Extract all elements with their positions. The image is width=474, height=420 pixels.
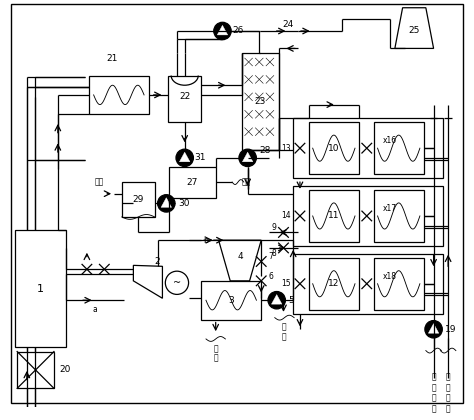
Text: 7: 7	[268, 252, 273, 261]
Bar	[242, 53, 279, 150]
Bar	[309, 257, 359, 310]
Text: 26: 26	[232, 26, 244, 36]
Polygon shape	[428, 323, 439, 333]
Polygon shape	[395, 8, 434, 48]
Bar	[293, 254, 443, 314]
Circle shape	[214, 22, 231, 40]
Circle shape	[425, 320, 442, 338]
Text: 热
进
水
管: 热 进 水 管	[446, 373, 450, 413]
Text: x17: x17	[383, 204, 397, 213]
Bar	[201, 281, 261, 320]
Bar	[122, 182, 155, 217]
Text: 15: 15	[282, 279, 291, 288]
Text: 2: 2	[155, 257, 160, 266]
Text: 29: 29	[133, 195, 144, 204]
Bar	[374, 257, 424, 310]
Text: 5: 5	[288, 296, 294, 305]
Bar	[89, 76, 149, 114]
Text: 凝: 凝	[213, 344, 218, 353]
Text: 6: 6	[268, 271, 273, 281]
Bar	[374, 122, 424, 174]
Text: 13: 13	[282, 144, 291, 153]
Text: x16: x16	[383, 136, 397, 145]
Bar	[168, 76, 201, 122]
Polygon shape	[219, 240, 261, 281]
Bar	[309, 122, 359, 174]
Polygon shape	[272, 294, 282, 304]
Text: b: b	[203, 236, 209, 245]
Text: 30: 30	[178, 199, 190, 208]
Text: 20: 20	[60, 365, 71, 375]
Polygon shape	[242, 152, 253, 162]
Bar	[169, 167, 216, 197]
Text: 27: 27	[187, 178, 198, 186]
Bar	[374, 190, 424, 242]
Circle shape	[239, 149, 256, 167]
Text: 19: 19	[445, 325, 457, 334]
Text: 22: 22	[179, 92, 191, 101]
Text: 25: 25	[409, 26, 420, 36]
Text: 水: 水	[213, 354, 218, 363]
Text: 1: 1	[37, 284, 44, 294]
Text: 排污: 排污	[242, 178, 251, 186]
Text: 10: 10	[328, 144, 339, 153]
Polygon shape	[180, 152, 190, 162]
Text: 9: 9	[272, 223, 277, 232]
Text: 24: 24	[283, 20, 294, 29]
Text: ~: ~	[173, 278, 181, 288]
Text: 8: 8	[272, 249, 277, 258]
Bar	[15, 231, 65, 346]
Circle shape	[176, 149, 193, 167]
Text: 11: 11	[328, 211, 339, 220]
Polygon shape	[217, 25, 228, 35]
Text: 补水: 补水	[95, 178, 104, 186]
Polygon shape	[133, 265, 163, 298]
Circle shape	[165, 271, 189, 294]
Circle shape	[268, 291, 285, 309]
Bar	[309, 190, 359, 242]
Bar	[17, 352, 54, 388]
Polygon shape	[161, 198, 172, 207]
Circle shape	[157, 194, 175, 212]
Text: 热
出
水
管: 热 出 水 管	[431, 373, 436, 413]
Text: 23: 23	[255, 97, 266, 106]
Text: 凝: 凝	[281, 323, 286, 332]
Text: a: a	[92, 305, 97, 315]
Text: 4: 4	[237, 252, 243, 261]
Text: 14: 14	[282, 211, 291, 220]
Text: 28: 28	[259, 146, 271, 155]
Bar	[293, 118, 443, 178]
Text: 水: 水	[281, 333, 286, 341]
Text: 21: 21	[106, 54, 118, 63]
Text: 31: 31	[194, 153, 206, 163]
Text: 12: 12	[328, 279, 339, 288]
Text: 3: 3	[228, 296, 234, 305]
Bar	[293, 186, 443, 246]
Text: x18: x18	[383, 271, 397, 281]
